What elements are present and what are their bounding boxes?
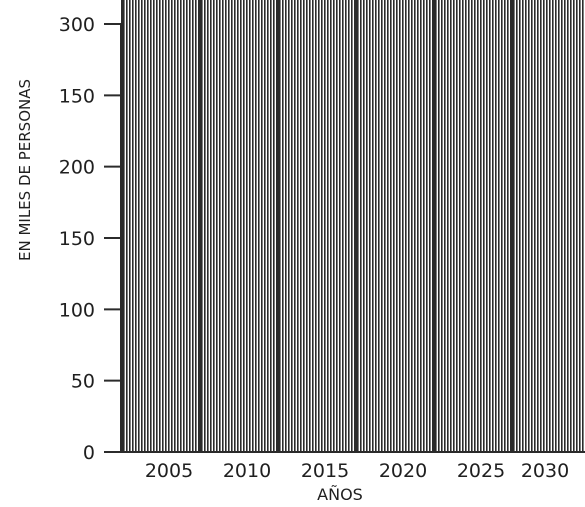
bar-2030 <box>511 0 585 453</box>
y-tick-label: 200 <box>59 157 95 179</box>
bar-2005 <box>121 0 201 453</box>
x-tick-label: 2020 <box>379 460 427 482</box>
x-tick-label: 2010 <box>223 460 271 482</box>
bar-2015 <box>277 0 357 453</box>
x-tick-label: 2005 <box>145 460 193 482</box>
bar-2010 <box>199 0 279 453</box>
x-axis-ticks: 2005 2010 2015 2020 2025 2030 <box>145 460 569 482</box>
y-axis-ticks: 300 150 200 150 100 50 0 <box>59 14 121 464</box>
x-tick-label: 2025 <box>457 460 505 482</box>
y-tick-label: 0 <box>83 442 95 464</box>
y-tick-label: 150 <box>59 228 95 250</box>
bar-2025 <box>433 0 513 453</box>
bar-2020 <box>355 0 435 453</box>
y-axis-label: EN MILES DE PERSONAS <box>16 79 34 261</box>
y-tick-label: 300 <box>59 14 95 36</box>
x-axis-label: AÑOS <box>317 485 363 504</box>
y-tick-label: 100 <box>59 299 95 321</box>
y-tick-label: 50 <box>71 371 95 393</box>
x-tick-label: 2030 <box>521 460 569 482</box>
x-tick-label: 2015 <box>301 460 349 482</box>
bars-group <box>121 0 585 453</box>
y-tick-label: 150 <box>59 85 95 107</box>
